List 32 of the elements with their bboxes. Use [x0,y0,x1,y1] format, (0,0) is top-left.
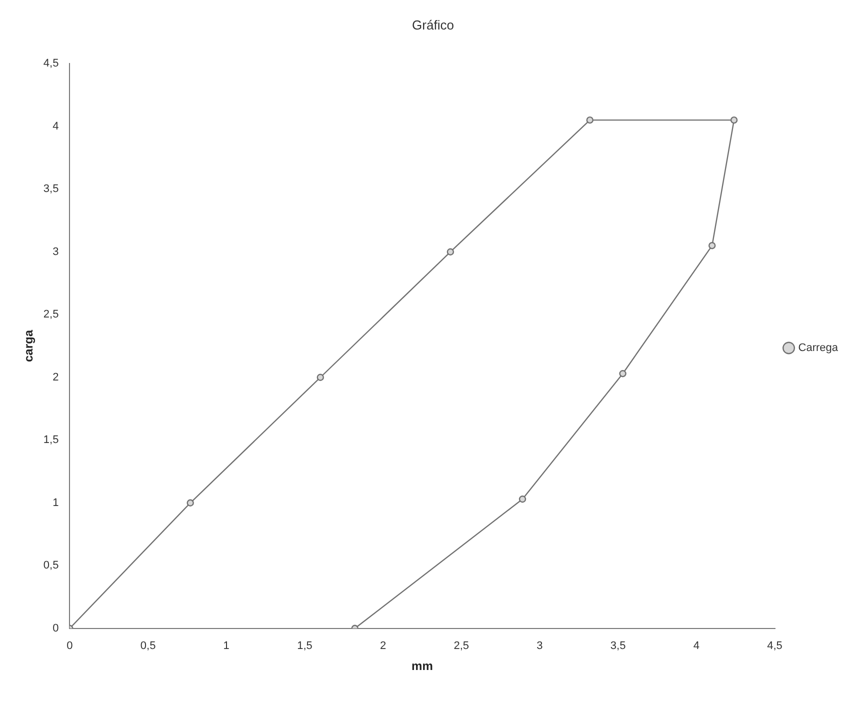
y-axis-title: carga [22,330,36,362]
y-tick-label: 1,5 [43,434,59,446]
y-tick-label: 3,5 [43,183,59,196]
point [186,499,194,506]
x-tick-label: 1,5 [297,640,312,652]
y-tick-label: 1 [52,496,59,509]
legend-label: Carrega [798,342,839,354]
x-tick-label: 3 [536,640,543,652]
point [316,374,324,381]
y-tick-label: 4 [52,120,59,132]
chart-title: Gráfico [412,17,454,32]
x-tick-label: 1 [223,640,230,652]
point [708,242,716,250]
y-tick-label: 0 [52,622,59,634]
y-tick-label: 3 [52,246,59,258]
point [730,116,738,124]
point [586,116,594,124]
x-tick-label: 4 [693,640,700,652]
y-tick-label: 0,5 [43,560,59,572]
y-tick-label: 2,5 [43,308,59,321]
x-tick-label: 2,5 [454,640,470,652]
x-tick-label: 3,5 [610,640,626,652]
y-tick-label: 2 [52,371,59,384]
x-tick-label: 0,5 [140,640,156,652]
x-tick-label: 0 [66,640,73,652]
x-tick-label: 2 [380,640,386,652]
x-axis-title: mm [412,659,433,674]
x-tick-label: 4,5 [767,640,782,652]
point [619,370,626,378]
point [518,496,526,503]
point [446,248,454,256]
y-tick-label: 4,5 [43,58,59,70]
